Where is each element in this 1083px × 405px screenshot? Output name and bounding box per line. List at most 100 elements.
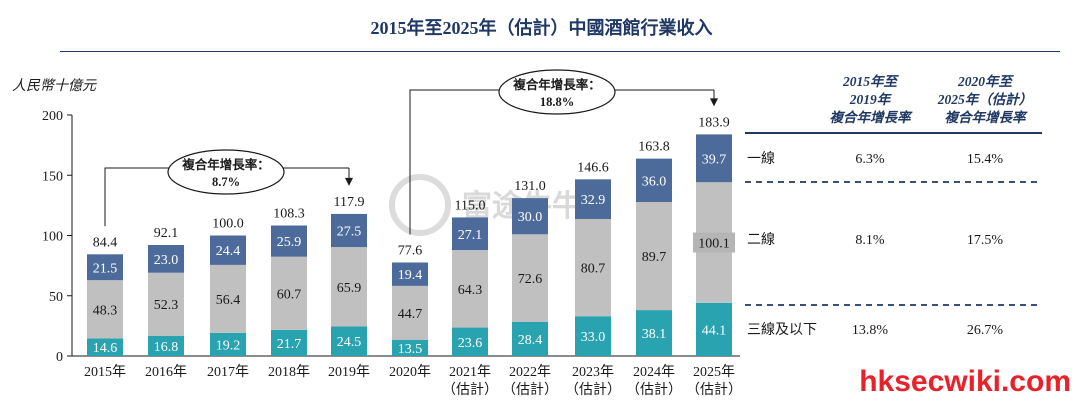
bar-total-label: 115.0	[455, 198, 486, 213]
x-tick-label: 2015年	[84, 364, 126, 380]
cagr-arrow-head	[710, 98, 718, 107]
bar-total-label: 146.6	[577, 160, 609, 175]
bar-segment-label: 52.3	[154, 298, 179, 313]
cagr-oval	[498, 69, 616, 115]
x-tick-label: 2019年	[328, 364, 370, 380]
x-tick-label: 2021年	[449, 364, 491, 380]
y-axis-unit-label: 人民幣十億元	[12, 78, 97, 94]
table-cell: 6.3%	[855, 152, 885, 167]
y-tick-label: 100	[42, 230, 63, 245]
cagr-oval	[167, 149, 285, 195]
bar-segment	[512, 234, 548, 322]
bar-segment	[210, 235, 246, 265]
table-cell: 13.8%	[852, 323, 889, 338]
x-tick-label: （估計）	[442, 382, 498, 398]
bar-total-label: 77.6	[398, 243, 423, 258]
bar-segment	[271, 256, 307, 330]
bar-segment	[575, 316, 611, 356]
bar-segment	[512, 198, 548, 235]
bar-segment-label: 23.6	[458, 336, 483, 351]
bar-segment-label: 44.1	[702, 323, 727, 338]
bar-segment	[331, 213, 367, 248]
table-cell: 15.4%	[967, 152, 1004, 167]
x-tick-label: 2020年	[389, 364, 431, 380]
table-cell: 8.1%	[855, 233, 885, 248]
bar-segment	[452, 327, 488, 356]
table-row-label: 三線及以下	[747, 322, 817, 338]
cagr-label: 複合年增長率：	[512, 77, 601, 92]
bar-total-label: 117.9	[334, 195, 365, 210]
bar-segment	[636, 158, 672, 203]
stacked-bars	[87, 134, 732, 356]
x-tick-label: （估計）	[626, 382, 682, 398]
chart-title: 2015年至2025年（估計）中國酒館行業收入	[370, 18, 713, 38]
x-axis-labels: 2015年 2016年 2017年 2018年 2019年 2020年 2021年 （估計） 2…	[84, 364, 742, 398]
bar-segment	[452, 250, 488, 328]
bar-segment	[696, 134, 732, 183]
bar-segment	[331, 247, 367, 327]
table-header: 2020年至	[957, 74, 1015, 89]
bar-segment-label: 30.0	[518, 210, 543, 225]
bar-segment-label: 65.9	[337, 281, 362, 296]
bar-segment-label: 28.4	[518, 333, 543, 348]
bar-total-label: 183.9	[698, 115, 730, 130]
bar-segment-label: 13.5	[398, 342, 423, 357]
bar-segment-label: 21.7	[277, 337, 302, 352]
bar-total-label: 131.0	[514, 179, 546, 194]
bar-segment-label: 24.4	[216, 244, 241, 259]
bar-segment	[331, 326, 367, 356]
bar-segment	[87, 254, 123, 281]
x-tick-label: （估計）	[565, 382, 621, 398]
x-tick-label: （估計）	[686, 382, 742, 398]
bar-segment-label: 27.1	[458, 228, 483, 243]
y-axis: 0 50 100 150 200 人民幣十億元	[12, 78, 740, 365]
table-header: 2019年	[849, 92, 893, 107]
bar-segment-label: 89.7	[642, 250, 667, 265]
x-tick-label: 2025年	[693, 364, 735, 380]
bar-segment	[148, 335, 184, 356]
watermark-logo-icon	[389, 174, 451, 236]
bar-segment	[392, 285, 428, 340]
x-tick-label: （估計）	[502, 382, 558, 398]
bar-segment-label: 38.1	[642, 327, 667, 342]
bar-segment-label: 36.0	[642, 174, 667, 189]
bar-segment	[636, 310, 672, 356]
x-tick-label: 2018年	[268, 364, 310, 380]
table-row-label: 二線	[747, 232, 775, 248]
table-row-label: 一線	[747, 151, 775, 167]
cagr-arrow-head	[345, 177, 353, 186]
label-highlight	[693, 232, 735, 253]
bar-segment-label: 27.5	[337, 224, 362, 239]
bar-segment	[696, 302, 732, 356]
cagr-callouts: 複合年增長率： 8.7% 複合年增長率： 18.8%	[104, 69, 718, 235]
bar-segment-label: 44.7	[398, 307, 423, 322]
bar-total-label: 108.3	[273, 206, 305, 221]
bar-segment-label: 80.7	[581, 262, 606, 277]
cagr-value: 18.8%	[540, 95, 574, 109]
table-cell: 17.5%	[967, 233, 1004, 248]
table-header: 複合年增長率	[945, 110, 1028, 125]
table-cell: 26.7%	[967, 323, 1004, 338]
table-header: 複合年增長率	[830, 110, 913, 125]
bar-segment	[392, 262, 428, 286]
cagr-label: 複合年增長率：	[181, 157, 270, 172]
table-header: 2025年（估計）	[937, 92, 1033, 107]
bar-total-label: 100.0	[212, 217, 244, 232]
bar-total-label: 163.8	[638, 140, 670, 155]
bar-segment-label: 14.6	[93, 341, 118, 356]
site-watermark: hksecwiki.com	[859, 365, 1071, 398]
x-tick-label: 2022年	[509, 364, 551, 380]
bar-segment	[210, 264, 246, 333]
bar-segment-label: 72.6	[518, 272, 543, 287]
bar-segment-label: 23.0	[154, 253, 179, 268]
bar-total-label: 92.1	[154, 226, 179, 241]
bar-segment-label: 60.7	[277, 287, 302, 302]
y-tick-label: 200	[42, 109, 63, 124]
x-tick-label: 2016年	[145, 364, 187, 380]
bar-segment-label: 39.7	[702, 152, 727, 167]
bar-segment-label: 16.8	[154, 340, 179, 355]
x-tick-label: 2024年	[633, 364, 675, 380]
bar-segment-label: 32.9	[581, 193, 606, 208]
bar-segment	[87, 338, 123, 356]
bar-segment	[575, 179, 611, 219]
